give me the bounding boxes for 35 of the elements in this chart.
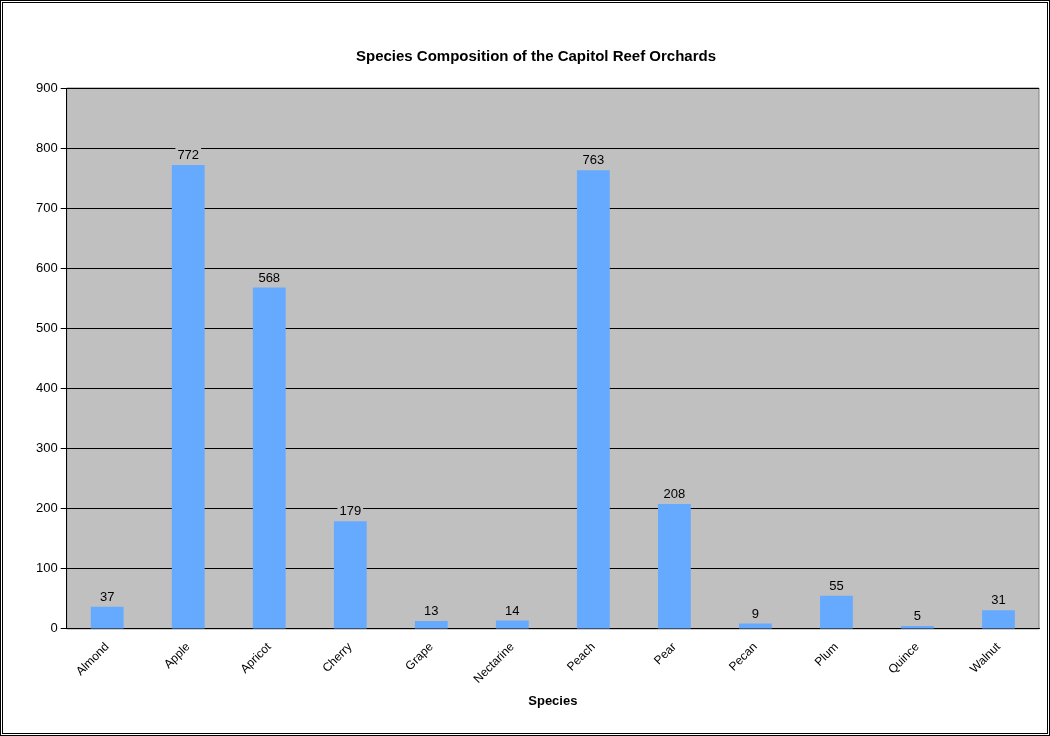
data-label: 14 (505, 602, 520, 618)
y-tick-label: 700 (35, 199, 58, 215)
y-tick-label: 500 (35, 319, 58, 335)
bar (252, 287, 286, 629)
y-tick-label: 100 (35, 560, 58, 576)
x-axis-title: Species (528, 692, 578, 708)
data-label: 763 (582, 152, 605, 168)
bar (657, 503, 691, 629)
bar (90, 606, 124, 629)
y-tick-label: 0 (50, 620, 58, 636)
y-tick-label: 200 (35, 500, 58, 516)
bar (739, 623, 772, 629)
data-label: 9 (751, 605, 760, 621)
bar (414, 621, 448, 629)
data-label: 5 (913, 607, 922, 623)
bar (171, 164, 205, 629)
bar (333, 521, 367, 629)
data-label: 568 (258, 269, 281, 285)
y-tick-label: 300 (35, 440, 58, 456)
y-tick-label: 600 (35, 259, 58, 275)
bar (495, 620, 529, 629)
data-label: 208 (663, 485, 686, 501)
data-label: 13 (424, 603, 439, 619)
bar (820, 595, 853, 629)
y-tick-label: 400 (35, 380, 58, 396)
y-tick-label: 800 (35, 139, 58, 155)
bar (982, 610, 1015, 629)
data-label: 179 (339, 503, 362, 519)
data-label: 772 (177, 147, 200, 163)
data-label: 31 (991, 592, 1006, 608)
data-label: 37 (99, 588, 115, 604)
data-label: 55 (829, 577, 844, 593)
bar (576, 170, 610, 629)
chart-title: Species Composition of the Capitol Reef Orchards (355, 47, 717, 65)
y-tick-label: 900 (35, 79, 58, 95)
